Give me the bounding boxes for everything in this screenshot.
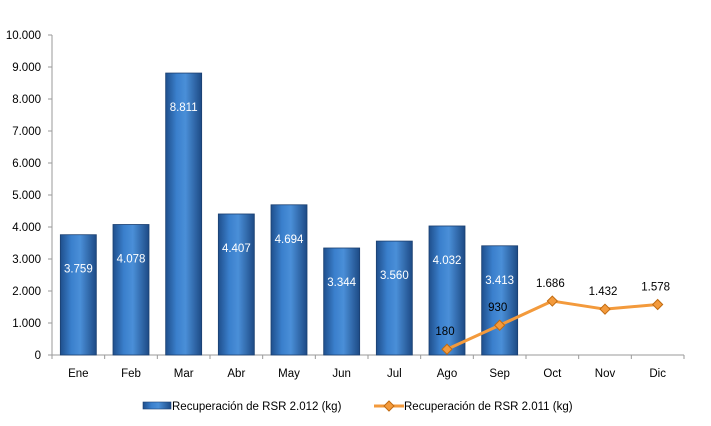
bar-data-label: 3.344 <box>327 277 356 289</box>
line-point <box>651 298 664 311</box>
bar <box>481 245 519 356</box>
x-tick-label: May <box>278 368 300 380</box>
bar <box>270 204 308 356</box>
x-tick-label: Dic <box>649 368 666 380</box>
y-tick-label: 3.000 <box>12 254 41 266</box>
bar <box>112 224 150 356</box>
bar-data-label: 3.759 <box>64 264 93 276</box>
x-tick-label: Ene <box>68 368 88 380</box>
line-data-label: 930 <box>488 302 507 314</box>
bar <box>165 72 203 356</box>
legend-bar-label: Recuperación de RSR 2.012 (kg) <box>172 401 342 413</box>
bar-data-label: 4.694 <box>275 234 304 246</box>
bar-data-label: 4.407 <box>222 243 251 255</box>
plot-area: 0 1.000 2.000 3.000 4.000 5.000 6.000 7.000 8.00… <box>6 30 685 380</box>
y-tick-label: 2.000 <box>12 286 41 298</box>
x-tick-label: Jun <box>332 368 351 380</box>
line-point <box>599 303 611 315</box>
y-tick-label: 6.000 <box>12 158 41 170</box>
bar-data-label: 4.032 <box>433 255 462 267</box>
line-data-label: 180 <box>435 326 454 338</box>
x-tick-label: Jul <box>387 368 402 380</box>
y-tick-label: 0 <box>35 350 41 362</box>
line-data-label: 1.432 <box>589 286 618 298</box>
y-tick-label: 8.000 <box>12 94 41 106</box>
line-data-label: 1.686 <box>536 278 565 290</box>
x-tick-label: Abr <box>227 368 245 380</box>
y-tick-label: 7.000 <box>12 126 41 138</box>
y-tick-label: 9.000 <box>12 62 41 74</box>
line-data-label: 1.578 <box>641 282 670 294</box>
x-tick-label: Feb <box>121 368 141 380</box>
bar-data-label: 4.078 <box>117 254 146 266</box>
bar-data-label: 3.560 <box>380 270 409 282</box>
y-tick-label: 4.000 <box>12 222 41 234</box>
line-series-path <box>446 299 658 351</box>
bar <box>323 247 361 356</box>
bar <box>217 213 255 356</box>
line-point <box>546 295 559 307</box>
line-point <box>493 319 506 331</box>
legend-line-label: Recuperación de RSR 2.011 (kg) <box>404 401 573 413</box>
legend-line-marker <box>383 400 395 412</box>
y-tick-label: 1.000 <box>12 318 41 330</box>
x-tick-label: Mar <box>174 368 194 380</box>
legend-bar-swatch <box>142 401 172 410</box>
x-tick-label: Nov <box>595 368 616 380</box>
bar <box>59 234 97 356</box>
bar-data-label: 3.413 <box>485 275 514 287</box>
line-point <box>441 343 453 355</box>
x-tick-label: Sep <box>489 368 509 380</box>
x-tick-label: Oct <box>543 368 562 380</box>
bar-data-label: 8.811 <box>170 102 198 114</box>
legend: Recuperación de RSR 2.012 (kg) Recuperaci… <box>142 400 573 413</box>
y-tick-label: 10.000 <box>6 30 41 42</box>
x-tick-label: Ago <box>437 368 457 380</box>
bar <box>375 240 413 356</box>
bar <box>428 225 466 356</box>
y-tick-label: 5.000 <box>12 190 41 202</box>
